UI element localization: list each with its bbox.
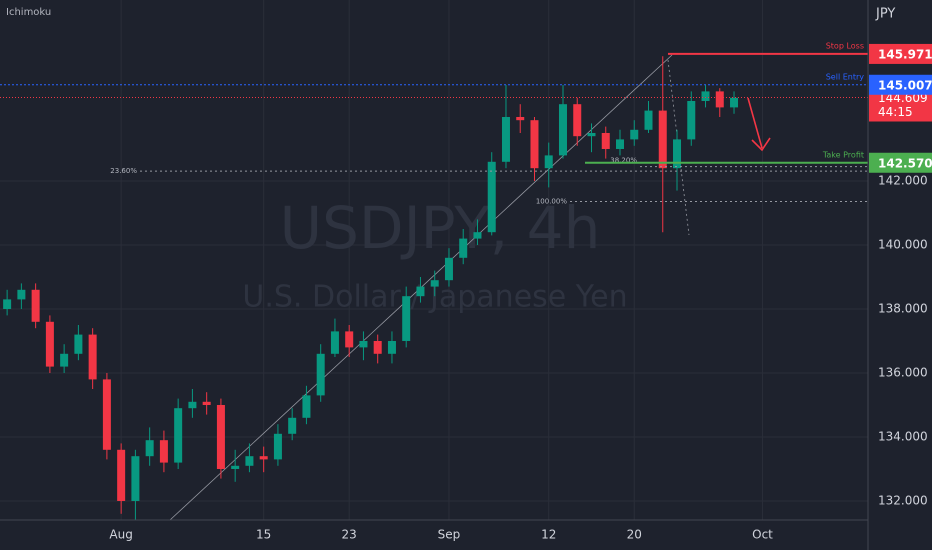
candle-body [587, 132, 596, 137]
candle-body [316, 353, 325, 396]
candle-body [45, 321, 54, 367]
candle-body [31, 289, 40, 322]
candle-body [3, 299, 12, 309]
currency-label: JPY [875, 7, 895, 22]
plot: 23.60% 38.20% 100.00% Stop Loss Sell Entry Ta… [0, 41, 868, 521]
watermark-title: USDJPY, 4h [280, 194, 601, 262]
x-tick-label: Aug [109, 528, 132, 542]
candle-body [473, 232, 482, 239]
candle-body [88, 334, 97, 380]
candle-body [288, 417, 297, 434]
candle-body [601, 132, 610, 149]
candle-body [416, 286, 425, 297]
candle-body [573, 104, 582, 137]
x-tick-label: 20 [627, 528, 642, 542]
candle-body [673, 139, 682, 169]
candle-body [501, 116, 510, 162]
fib-trend-line [667, 59, 690, 236]
candle-body [17, 289, 26, 300]
level-price-box [869, 152, 932, 173]
y-tick-label: 138.000 [878, 301, 928, 315]
level-price-label: 142.570 [878, 156, 932, 170]
fib-level-label: 100.00% [536, 197, 567, 205]
candle-body [273, 433, 282, 460]
candle-body [117, 449, 126, 501]
level-price-label: 145.007 [878, 78, 932, 92]
candle-body [102, 379, 111, 450]
x-tick-label: 12 [541, 528, 556, 542]
candle-body [131, 456, 140, 501]
candle-body [202, 401, 211, 405]
candle-body [231, 465, 240, 469]
y-tick-label: 136.000 [878, 365, 928, 379]
level-name: Stop Loss [826, 41, 864, 50]
down-arrow [747, 97, 771, 152]
candle-body [74, 334, 83, 354]
candle-body [487, 161, 496, 233]
candle-body [174, 408, 183, 463]
candle-body [701, 91, 710, 101]
candle-body [644, 110, 653, 130]
level-name: Take Profit [822, 150, 864, 159]
y-tick-label: 132.000 [878, 493, 928, 507]
candle-body [658, 110, 667, 169]
candle-body [259, 456, 268, 460]
level-price-label: 145.971 [878, 47, 932, 61]
candle-body [430, 280, 439, 287]
level-name: Sell Entry [826, 72, 865, 81]
y-tick-label: 140.000 [878, 237, 928, 251]
x-tick-label: 23 [342, 528, 357, 542]
candle-body [216, 404, 225, 469]
candle-body [373, 340, 382, 354]
candle-body [530, 120, 539, 169]
candle-body [345, 331, 354, 348]
candle-body [687, 100, 696, 140]
candle-body [715, 91, 724, 108]
candle-body [544, 155, 553, 169]
y-tick-label: 134.000 [878, 429, 928, 443]
candle-body [558, 104, 567, 156]
candle-body [402, 296, 411, 341]
candle-body [302, 395, 311, 418]
candle-body [245, 456, 254, 466]
fib-level-label: 23.60% [110, 167, 137, 175]
candle-body [60, 353, 69, 367]
x-tick-label: Oct [752, 528, 773, 542]
candle-body [730, 97, 739, 108]
candle-body [330, 331, 339, 354]
candle-body [630, 129, 639, 140]
candle-body [159, 440, 168, 463]
candle-body [188, 401, 197, 409]
x-tick-label: 15 [256, 528, 271, 542]
candle-body [145, 440, 154, 457]
countdown-label: 44:15 [878, 105, 913, 119]
candle-body [516, 116, 525, 121]
indicator-label: Ichimoku [6, 7, 51, 18]
candle-body [387, 340, 396, 354]
candle-body [359, 340, 368, 348]
level-price-box [869, 43, 932, 64]
y-tick-label: 142.000 [878, 173, 928, 187]
x-tick-label: Sep [438, 528, 461, 542]
candle-body [616, 139, 624, 149]
grid [0, 0, 868, 520]
axis-labels: 132.000 134.000 136.000 138.000 140.000 142.0… [109, 43, 932, 542]
candle-body [459, 238, 468, 258]
fib-level-label: 38.20% [610, 157, 637, 165]
candle-body [444, 257, 453, 281]
level-price-box [869, 74, 932, 95]
